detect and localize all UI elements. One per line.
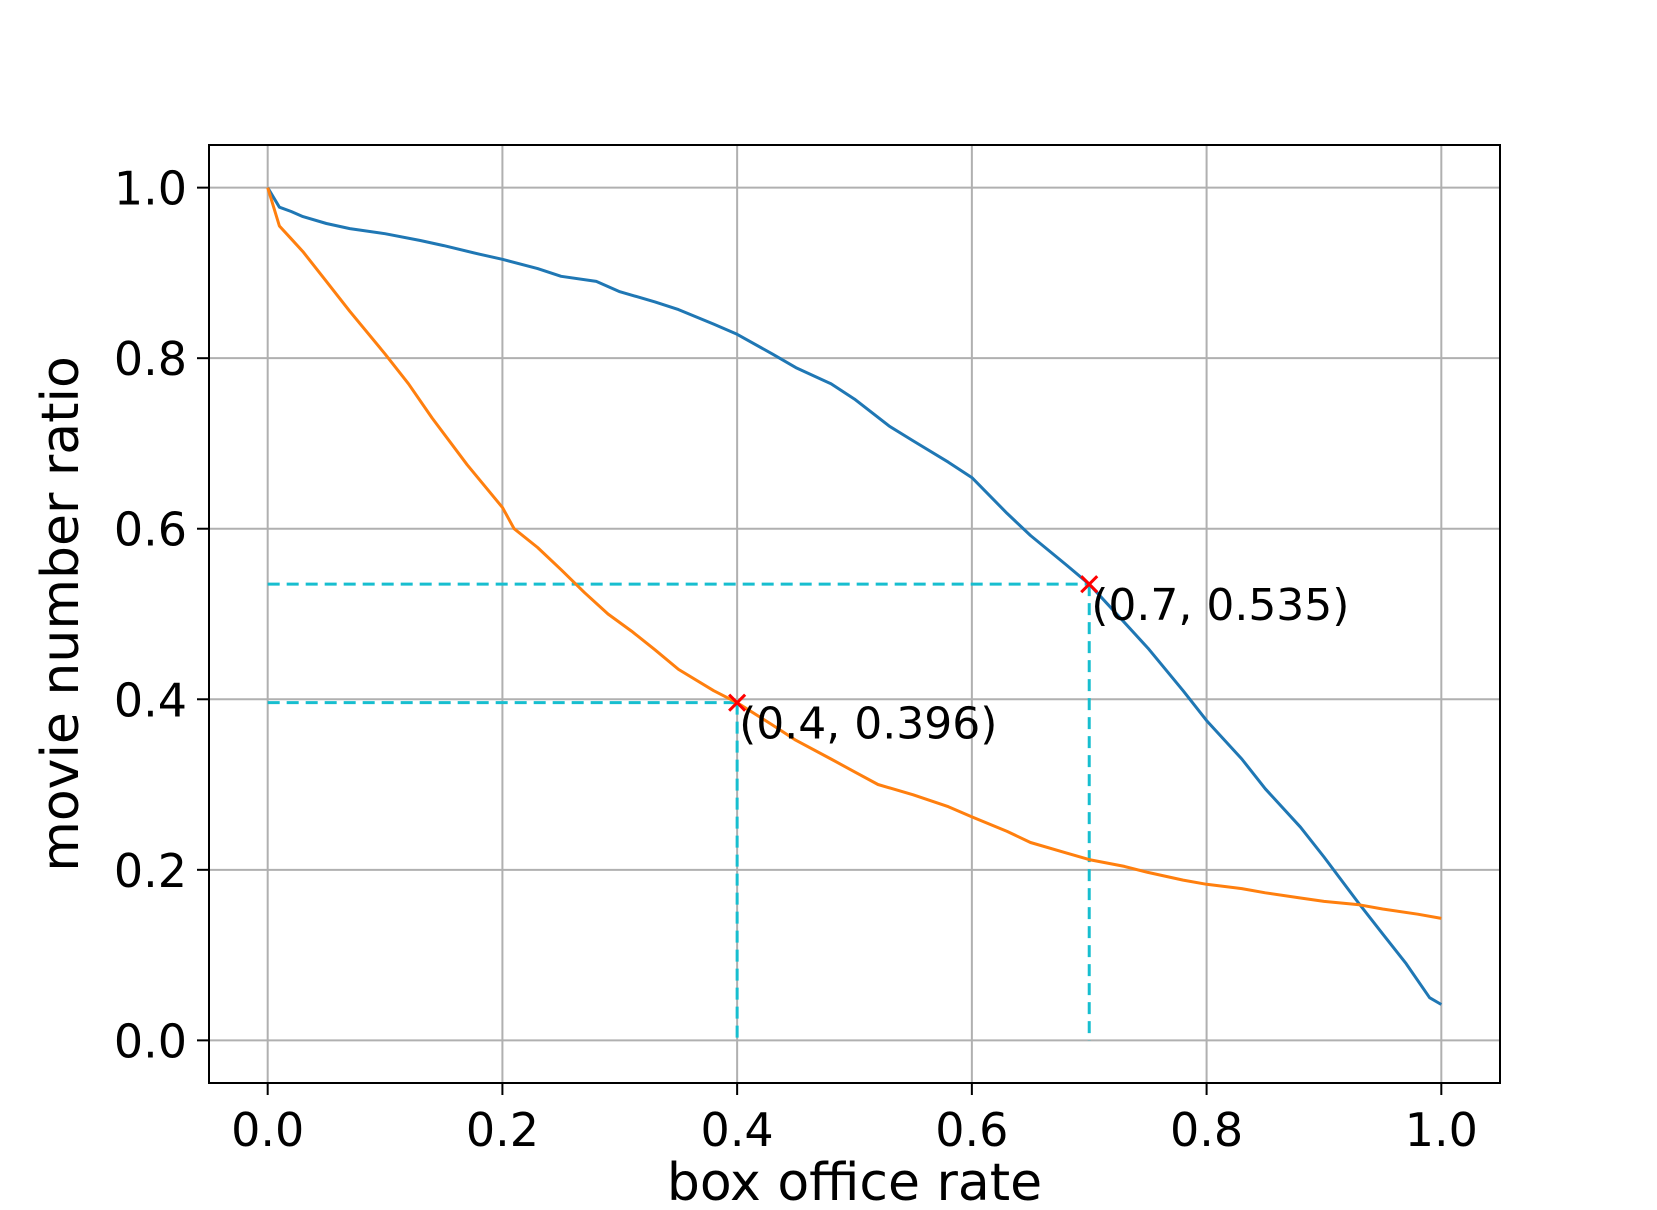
y-tick-label: 0.4: [114, 673, 187, 727]
grid: [209, 145, 1500, 1083]
series-line-2: [266, 187, 1442, 920]
point-marker: [1080, 575, 1099, 594]
series-line-1: [266, 186, 1443, 1006]
y-tick-label: 1.0: [114, 162, 187, 216]
point-annotation: (0.4, 0.396): [739, 699, 997, 750]
y-axis-label: movie number ratio: [31, 356, 91, 872]
x-tick-label: 0.4: [701, 1103, 774, 1157]
series-lines: [266, 186, 1443, 1006]
annotation-markers: [728, 575, 1099, 712]
x-tick-label: 0.8: [1170, 1103, 1243, 1157]
x-axis-label: box office rate: [667, 1153, 1042, 1210]
y-tick-label: 0.6: [114, 503, 187, 557]
point-marker: [728, 693, 747, 712]
y-tick-label: 0.0: [114, 1014, 187, 1068]
reference-lines: [267, 582, 1091, 1041]
ticks: 0.0 0.2 0.4 0.6 0.8 1.0 0.0 0.2 0.4 0.6 0.8 1.0: [114, 162, 1478, 1157]
point-annotation: (0.7, 0.535): [1091, 580, 1349, 631]
annotations: (0.4, 0.396) (0.7, 0.535): [739, 580, 1349, 750]
plot-frame: [208, 144, 1501, 1084]
y-tick-label: 0.2: [114, 844, 187, 898]
y-tick-label: 0.8: [114, 332, 187, 386]
x-tick-label: 0.0: [231, 1103, 304, 1157]
x-tick-label: 1.0: [1405, 1103, 1478, 1157]
x-tick-label: 0.2: [466, 1103, 539, 1157]
x-tick-label: 0.6: [935, 1103, 1008, 1157]
